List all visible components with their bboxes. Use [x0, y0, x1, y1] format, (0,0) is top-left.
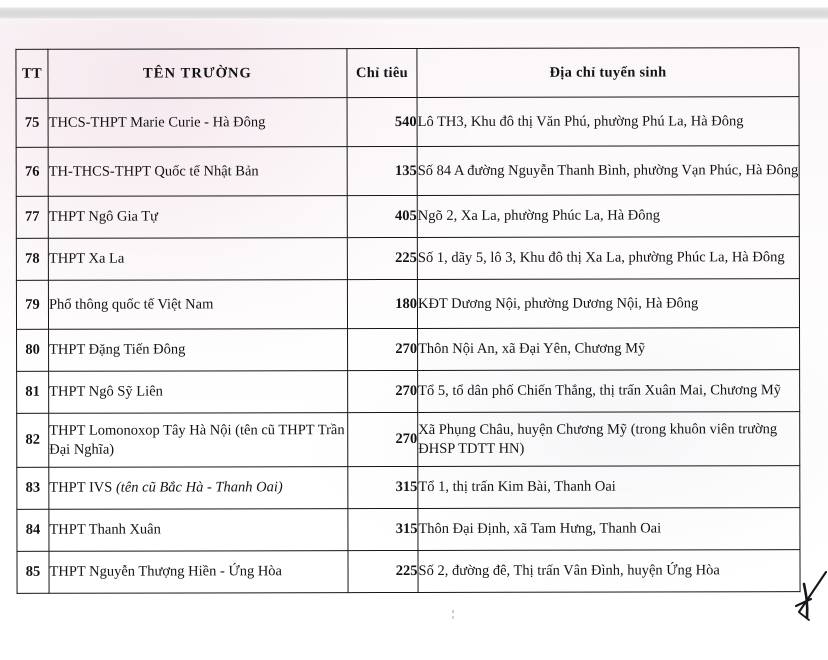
quota-value: 405	[347, 195, 418, 238]
school-name-text: THPT Ngô Gia Tự	[48, 208, 159, 226]
school-name-text: THPT Ngô Sỹ Liên	[49, 383, 163, 401]
school-name: THPT IVS (tên cũ Bắc Hà - Thanh Oai)	[48, 466, 348, 510]
address-value: Ngõ 2, Xa La, phường Phúc La, Hà Đông	[417, 194, 800, 238]
school-name-text: THPT Nguyễn Thượng Hiền - Ứng Hòa	[49, 563, 282, 581]
school-name-text: THPT Đặng Tiến Đông	[49, 341, 186, 359]
row-index: 85	[16, 551, 50, 594]
school-name: THPT Lomonoxop Tây Hà Nội (tên cũ THPT T…	[48, 412, 348, 468]
school-name: THPT Đặng Tiến Đông	[48, 328, 348, 372]
school-name-alias: (tên cũ Bắc Hà - Thanh Oai)	[115, 479, 283, 496]
address-value: Lô TH3, Khu đô thị Văn Phú, phường Phú L…	[417, 96, 800, 147]
school-name-text: TH-THCS-THPT Quốc tế Nhật Bản	[48, 163, 259, 180]
column-header-address: Địa chỉ tuyển sinh	[416, 47, 800, 98]
address-value: Xã Phụng Châu, huyện Chương Mỹ (trong kh…	[417, 411, 800, 467]
address-value: Số 1, dãy 5, lô 3, Khu đô thị Xa La, phư…	[417, 236, 800, 280]
school-name-text: Phổ thông quốc tế Việt Nam	[48, 296, 214, 313]
address-value: Tổ 1, thị trấn Kim Bài, Thanh Oai	[417, 465, 800, 509]
column-header-quota: Chỉ tiêu	[346, 48, 418, 98]
table-row: 79 Phổ thông quốc tế Việt Nam 180 KĐT Dư…	[16, 278, 800, 330]
table-row: 85 THPT Nguyễn Thượng Hiền - Ứng Hòa 225…	[16, 549, 801, 594]
quota-value: 225	[347, 550, 419, 593]
row-index: 75	[16, 98, 49, 148]
table-row: 84 THPT Thanh Xuân 315 Thôn Đại Định, xã…	[16, 507, 800, 552]
column-header-name: TÊN TRƯỜNG	[47, 48, 348, 99]
school-name-text: THPT IVS	[49, 479, 116, 497]
school-name: THPT Ngô Sỹ Liên	[48, 370, 348, 414]
school-name-text: THPT Lomonoxop Tây Hà Nội (tên cũ THPT T…	[49, 422, 345, 458]
table-header: TT TÊN TRƯỜNG Chỉ tiêu Địa chỉ tuyển sin…	[15, 47, 800, 99]
school-quota-table-container: TT TÊN TRƯỜNG Chỉ tiêu Địa chỉ tuyển sin…	[15, 47, 801, 594]
school-name: THPT Nguyễn Thượng Hiền - Ứng Hòa	[48, 550, 349, 594]
row-index: 80	[16, 329, 49, 372]
quota-value: 270	[347, 328, 418, 371]
address-value: KĐT Dương Nội, phường Dương Nội, Hà Đông	[417, 278, 800, 329]
school-name: TH-THCS-THPT Quốc tế Nhật Bản	[48, 146, 348, 197]
row-index: 81	[16, 371, 49, 414]
school-name: THPT Ngô Gia Tự	[48, 195, 348, 239]
table-row: 81 THPT Ngô Sỹ Liên 270 Tổ 5, tổ dân phố…	[16, 369, 800, 414]
quota-value: 225	[347, 237, 418, 280]
school-name: THCS-THPT Marie Curie - Hà Đông	[48, 97, 348, 148]
school-name-text: THPT Thanh Xuân	[49, 521, 161, 539]
address-value: Thôn Đại Định, xã Tam Hưng, Thanh Oai	[417, 507, 800, 551]
table-body: 75 THCS-THPT Marie Curie - Hà Đông 540 L…	[16, 96, 801, 594]
table-row: 77 THPT Ngô Gia Tự 405 Ngõ 2, Xa La, phư…	[16, 194, 800, 239]
quota-value: 270	[347, 412, 418, 467]
row-index: 82	[16, 413, 49, 468]
school-name: THPT Xa La	[48, 237, 348, 281]
quota-value: 315	[347, 508, 418, 551]
row-index: 77	[16, 196, 49, 239]
quota-value: 135	[347, 146, 418, 196]
table-row: 75 THCS-THPT Marie Curie - Hà Đông 540 L…	[16, 96, 800, 148]
table-header-row: TT TÊN TRƯỜNG Chỉ tiêu Địa chỉ tuyển sin…	[15, 47, 800, 99]
school-name-text: THPT Xa La	[48, 250, 125, 268]
row-index: 78	[16, 238, 49, 281]
quota-value: 270	[347, 370, 418, 413]
address-value: Số 2, đường đê, Thị trấn Vân Đình, huyện…	[417, 549, 801, 593]
school-name-text: THCS-THPT Marie Curie - Hà Đông	[48, 114, 266, 131]
address-value: Thôn Nội An, xã Đại Yên, Chương Mỹ	[417, 327, 800, 371]
quota-value: 180	[347, 279, 418, 329]
school-name: THPT Thanh Xuân	[48, 508, 348, 552]
row-index: 84	[16, 509, 49, 552]
table-row: 80 THPT Đặng Tiến Đông 270 Thôn Nội An, …	[16, 327, 800, 372]
table-row: 83 THPT IVS (tên cũ Bắc Hà - Thanh Oai) …	[16, 465, 800, 510]
row-index: 83	[16, 467, 49, 510]
table-row: 78 THPT Xa La 225 Số 1, dãy 5, lô 3, Khu…	[16, 236, 800, 281]
row-index: 79	[16, 280, 49, 330]
table-row: 82 THPT Lomonoxop Tây Hà Nội (tên cũ THP…	[16, 411, 800, 468]
column-header-tt: TT	[15, 49, 49, 99]
quota-value: 315	[347, 466, 418, 509]
address-value: Số 84 A đường Nguyễn Thanh Bình, phường …	[417, 145, 800, 196]
school-name: Phổ thông quốc tế Việt Nam	[48, 279, 348, 330]
address-value: Tổ 5, tổ dân phố Chiến Thắng, thị trấn X…	[417, 369, 800, 413]
school-quota-table: TT TÊN TRƯỜNG Chỉ tiêu Địa chỉ tuyển sin…	[15, 47, 801, 594]
scan-artifact-speck	[452, 610, 454, 619]
quota-value: 540	[347, 97, 418, 147]
row-index: 76	[16, 147, 49, 197]
table-row: 76 TH-THCS-THPT Quốc tế Nhật Bản 135 Số …	[16, 145, 800, 197]
